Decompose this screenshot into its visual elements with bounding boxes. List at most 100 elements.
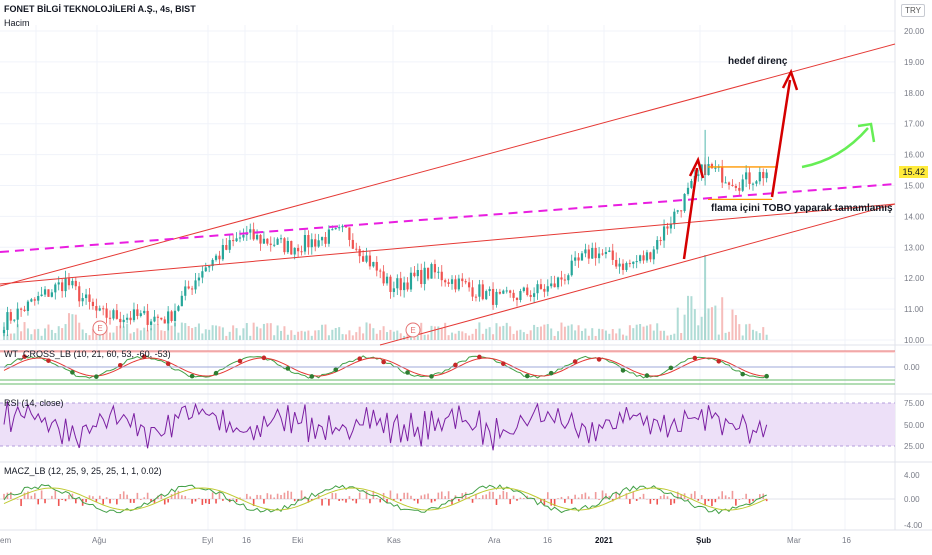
macz-histogram-bar (140, 499, 142, 500)
wt-cross-dot (669, 366, 674, 371)
volume-bar (612, 329, 614, 340)
macz-histogram-bar (222, 499, 224, 501)
wt-cross-dot (166, 361, 171, 366)
macz-histogram-bar (301, 490, 303, 499)
macz-histogram-bar (650, 499, 652, 504)
macz-histogram-bar (290, 492, 292, 499)
macz-histogram-bar (37, 499, 39, 504)
volume-bar (543, 325, 545, 340)
volume-bar (619, 329, 621, 340)
macz-label[interactable]: MACZ_LB (12, 25, 9, 25, 25, 1, 1, 0.02) (4, 466, 162, 476)
candle-body (663, 226, 665, 240)
price-axis[interactable]: 20.0019.0018.0017.0016.0015.0014.0013.00… (904, 27, 925, 530)
volume-bar (342, 334, 344, 340)
candle-body (427, 268, 429, 279)
wt-cross-label[interactable]: WT_CROSS_LB (10, 21, 60, 53, -60, -53) (4, 349, 171, 359)
macz-histogram-bar (61, 499, 63, 500)
volume-bar (383, 326, 385, 340)
macz-histogram-bar (137, 493, 139, 499)
candle-body (690, 181, 692, 188)
candle-body (369, 256, 371, 267)
volume-bar (526, 334, 528, 340)
volume-bar (171, 326, 173, 340)
macz-histogram-bar (85, 499, 87, 502)
currency-badge[interactable]: TRY (901, 4, 925, 17)
macz-histogram-bar (472, 499, 474, 503)
candle-body (448, 282, 450, 284)
macz-histogram-bar (431, 499, 433, 503)
candle-body (338, 227, 340, 228)
volume-bar (444, 323, 446, 340)
volume-bar (540, 327, 542, 340)
volume-bar (318, 330, 320, 340)
candle-body (444, 280, 446, 282)
macz-histogram-bar (164, 499, 166, 504)
volume-bar (283, 326, 285, 340)
macz-histogram-bar (697, 499, 699, 501)
volume-bar (198, 323, 200, 340)
volume-bar (249, 336, 251, 340)
candle-body (232, 240, 234, 241)
volume-bar (126, 324, 128, 340)
volume-bar (670, 335, 672, 340)
volume-bar (287, 335, 289, 340)
candle-body (379, 271, 381, 272)
macz-pane (0, 485, 895, 514)
candle-body (140, 313, 142, 316)
volume-bar (212, 325, 214, 340)
macz-histogram-bar (485, 494, 487, 499)
candle-body (64, 278, 66, 291)
macz-histogram-bar (191, 499, 193, 504)
candle-body (116, 310, 118, 319)
symbol-title[interactable]: FONET BİLGİ TEKNOLOJİLERİ A.Ş., 4s, BIST (4, 4, 196, 14)
candles (3, 130, 768, 336)
candle-body (314, 239, 316, 246)
volume-bar (208, 330, 210, 340)
candle-body (126, 318, 128, 320)
candle-body (642, 255, 644, 260)
candle-body (499, 292, 501, 294)
candle-body (280, 238, 282, 239)
candle-body (376, 262, 378, 271)
candle-body (577, 257, 579, 260)
volume-bar (646, 326, 648, 340)
macz-histogram-bar (735, 499, 737, 506)
volume-bar (260, 328, 262, 340)
volume-bar (653, 331, 655, 340)
volume-bar (263, 324, 265, 340)
macz-histogram-bar (636, 499, 638, 501)
macz-histogram-bar (438, 493, 440, 499)
macz-histogram-bar (342, 499, 344, 500)
candle-body (283, 238, 285, 252)
projection-arrow-head (858, 124, 874, 142)
candle-body (95, 306, 97, 311)
macz-histogram-bar (410, 496, 412, 499)
volume-bar (348, 330, 350, 340)
volume-bar (639, 324, 641, 340)
volume-bar (588, 336, 590, 340)
volume-bar (253, 323, 255, 340)
candle-body (147, 311, 149, 325)
macz-histogram-bar (55, 491, 57, 499)
macz-histogram-bar (704, 499, 706, 505)
candle-body (348, 227, 350, 240)
macz-histogram-bar (653, 499, 655, 500)
candle-body (738, 188, 740, 191)
volume-bar (478, 322, 480, 340)
rsi-label[interactable]: RSI (14, close) (4, 398, 64, 408)
volume-bar (30, 334, 32, 340)
time-tick-label: 16 (543, 536, 552, 545)
volume-bar (513, 334, 515, 340)
candle-body (167, 311, 169, 323)
macz-histogram-bar (34, 493, 36, 499)
macz-histogram-bar (321, 499, 323, 506)
volume-bar (424, 335, 426, 340)
macz-histogram-bar (434, 499, 436, 501)
volume-bar (495, 323, 497, 340)
price-tick-label: 15.00 (904, 182, 925, 191)
macz-histogram-bar (335, 493, 337, 499)
macz-histogram-bar (232, 498, 234, 499)
macz-histogram-bar (263, 499, 265, 504)
